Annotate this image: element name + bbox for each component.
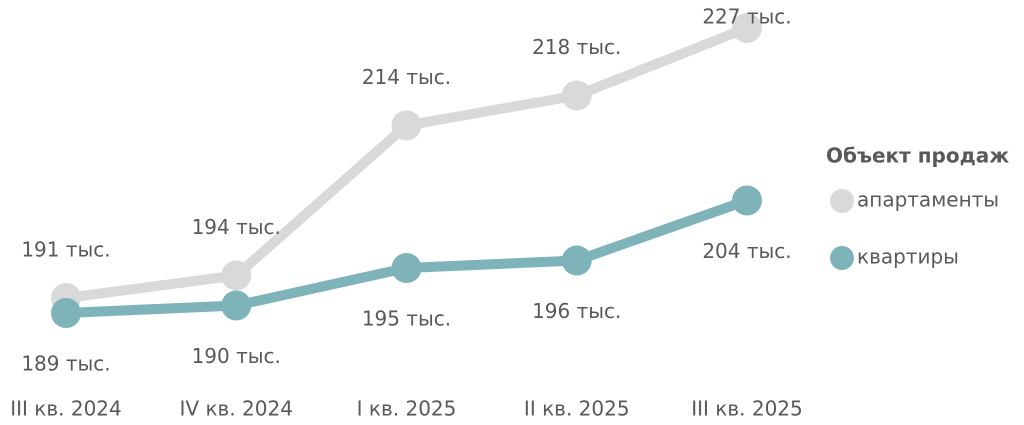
legend-title: Объект продаж — [826, 144, 1009, 168]
point — [732, 13, 762, 43]
data-label: 194 тыс. — [192, 215, 281, 239]
data-label: 190 тыс. — [192, 344, 281, 368]
point — [732, 185, 762, 216]
x-tick-label: III кв. 2024 — [10, 397, 122, 421]
data-label: 214 тыс. — [362, 65, 451, 89]
data-label: 196 тыс. — [532, 299, 621, 323]
point — [391, 253, 422, 283]
point — [561, 80, 592, 111]
x-tick-label: IV кв. 2024 — [180, 397, 293, 421]
point — [391, 110, 422, 141]
point — [221, 260, 252, 291]
point — [51, 298, 81, 328]
data-label: 218 тыс. — [532, 35, 621, 59]
x-tick-label: II кв. 2025 — [524, 397, 630, 421]
legend-marker — [830, 189, 854, 213]
data-label: 227 тыс. — [702, 5, 791, 29]
legend-label: апартаменты — [857, 188, 999, 212]
point — [221, 290, 252, 321]
legend-marker — [830, 246, 854, 270]
x-tick-label: I кв. 2025 — [357, 397, 457, 421]
data-label: 191 тыс. — [21, 238, 110, 262]
point — [561, 245, 592, 276]
x-tick-label: III кв. 2025 — [691, 397, 803, 421]
legend-label: квартиры — [857, 245, 959, 269]
data-label: 189 тыс. — [21, 352, 110, 376]
data-label: 195 тыс. — [362, 307, 451, 331]
data-label: 204 тыс. — [702, 239, 791, 263]
